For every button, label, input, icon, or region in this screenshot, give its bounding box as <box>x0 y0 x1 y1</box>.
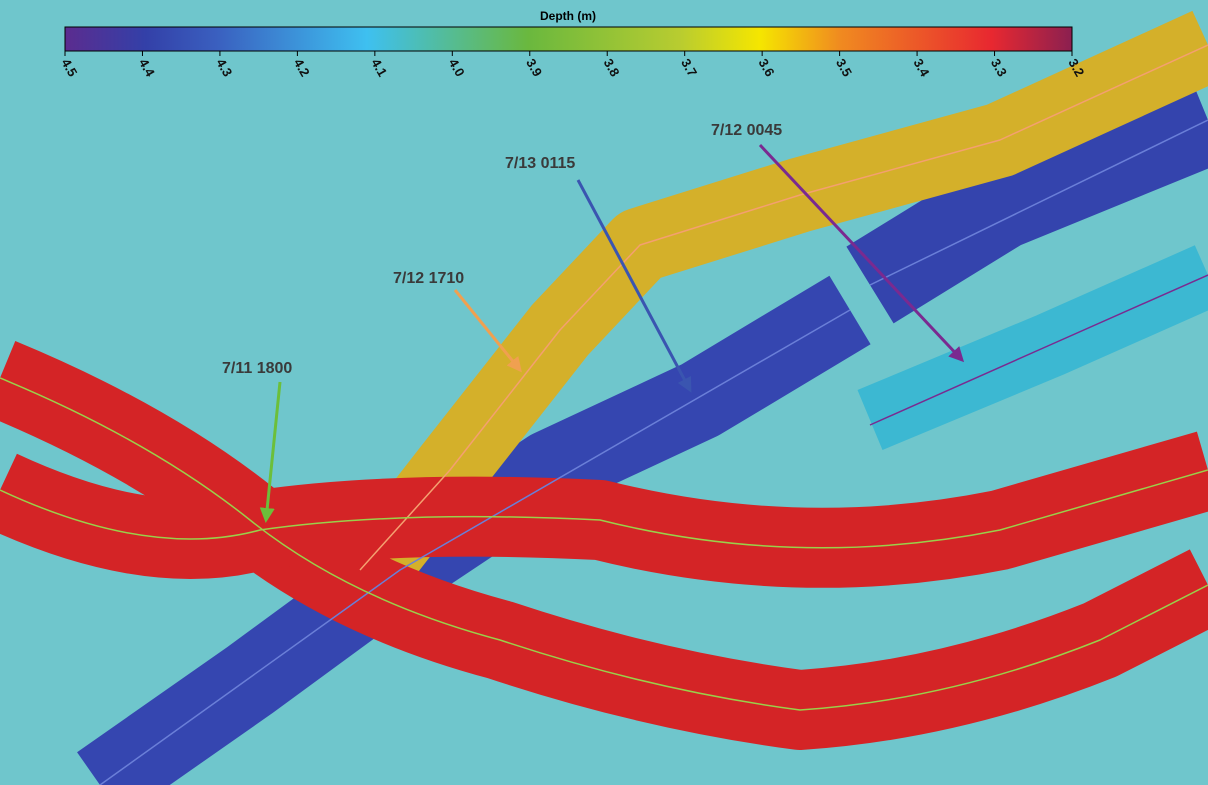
annotation: 7/11 1800 <box>222 360 292 377</box>
colorbar-title: Depth (m) <box>540 9 596 23</box>
annotation: 7/13 0115 <box>505 155 575 172</box>
colorbar <box>65 27 1072 51</box>
annotation: 7/12 1710 <box>393 270 464 287</box>
annotation: 7/12 0045 <box>711 122 782 139</box>
map: 7/11 1800 7/12 1710 7/13 0115 7/12 0045 … <box>0 0 1208 785</box>
